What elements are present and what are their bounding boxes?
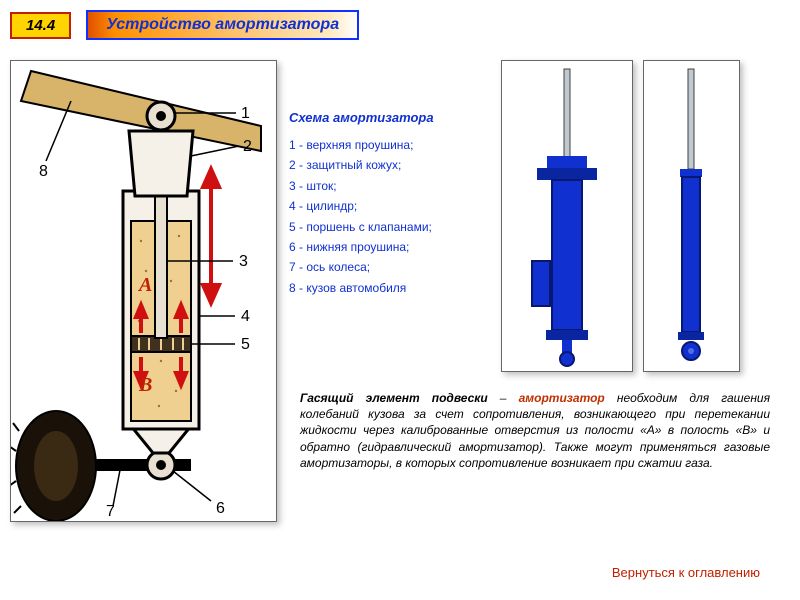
- area-a-label: А: [137, 274, 152, 296]
- legend-item: 7 - ось колеса;: [289, 257, 489, 277]
- diag-label-6: 6: [216, 500, 225, 517]
- strut-photo-2: [643, 60, 740, 372]
- legend-item: 8 - кузов автомобиля: [289, 278, 489, 298]
- diag-label-1: 1: [241, 105, 250, 122]
- legend-title: Схема амортизатора: [289, 110, 489, 125]
- diag-label-5: 5: [241, 336, 250, 353]
- diag-label-8: 8: [39, 163, 48, 180]
- diag-label-7: 7: [106, 503, 115, 520]
- legend-item: 5 - поршень с клапанами;: [289, 217, 489, 237]
- legend-item: 4 - цилиндр;: [289, 196, 489, 216]
- shock-absorber-diagram: А В 1 2 3 4 5 6 7 8: [10, 60, 277, 522]
- back-to-contents-link[interactable]: Вернуться к оглавлению: [612, 565, 760, 580]
- legend-item: 2 - защитный кожух;: [289, 155, 489, 175]
- description-text: Гасящий элемент подвески – амортизатор н…: [300, 390, 770, 471]
- area-b-label: В: [138, 374, 152, 396]
- diag-label-2: 2: [243, 138, 252, 155]
- desc-lead: Гасящий элемент подвески: [300, 391, 488, 405]
- legend-item: 3 - шток;: [289, 176, 489, 196]
- legend: Схема амортизатора 1 - верхняя проушина;…: [289, 60, 489, 298]
- section-badge: 14.4: [10, 12, 71, 39]
- page-title: Устройство амортизатора: [86, 10, 359, 40]
- diag-label-3: 3: [239, 253, 248, 270]
- strut-photo-1: [501, 60, 633, 372]
- legend-item: 6 - нижняя проушина;: [289, 237, 489, 257]
- diag-label-4: 4: [241, 308, 250, 325]
- desc-highlight: амортизатор: [519, 391, 605, 405]
- legend-item: 1 - верхняя проушина;: [289, 135, 489, 155]
